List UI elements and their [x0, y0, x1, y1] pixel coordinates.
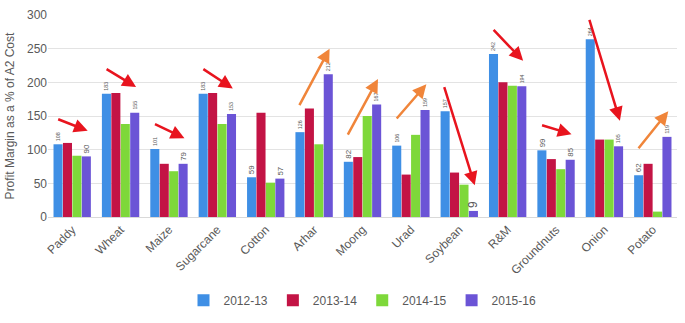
svg-text:250: 250 [27, 42, 47, 56]
svg-text:90: 90 [82, 144, 91, 153]
svg-text:106: 106 [394, 134, 400, 143]
svg-text:194: 194 [519, 74, 525, 83]
svg-text:Potato: Potato [625, 223, 660, 258]
svg-text:57: 57 [276, 166, 285, 175]
svg-text:Paddy: Paddy [45, 223, 79, 257]
svg-text:85: 85 [566, 147, 575, 156]
svg-text:126: 126 [297, 120, 303, 129]
svg-text:50: 50 [34, 177, 48, 191]
svg-text:Moong: Moong [333, 223, 369, 259]
svg-text:Sugarcane: Sugarcane [173, 223, 224, 274]
svg-text:300: 300 [27, 8, 47, 22]
svg-text:212: 212 [325, 62, 331, 71]
svg-text:183: 183 [103, 82, 109, 91]
svg-text:79: 79 [179, 151, 188, 160]
svg-text:59: 59 [247, 165, 256, 174]
svg-text:Maize: Maize [143, 223, 176, 256]
svg-text:82: 82 [344, 149, 353, 158]
svg-text:105: 105 [615, 134, 621, 143]
svg-text:167: 167 [373, 93, 379, 102]
svg-text:150: 150 [27, 109, 47, 123]
svg-text:Arhar: Arhar [290, 223, 321, 254]
svg-text:Onion: Onion [578, 223, 611, 256]
svg-text:Groundnuts: Groundnuts [508, 223, 562, 277]
svg-text:101: 101 [152, 137, 158, 146]
svg-text:155: 155 [132, 101, 138, 110]
svg-text:Wheat: Wheat [93, 222, 128, 257]
svg-text:Soybean: Soybean [422, 223, 465, 266]
svg-text:2013-14: 2013-14 [313, 294, 357, 308]
svg-text:153: 153 [228, 102, 234, 111]
svg-text:62: 62 [634, 163, 643, 172]
svg-text:R&M: R&M [485, 223, 514, 252]
svg-text:264: 264 [587, 27, 593, 36]
svg-text:242: 242 [490, 42, 496, 51]
svg-text:99: 99 [538, 138, 547, 147]
svg-text:200: 200 [27, 76, 47, 90]
svg-text:0: 0 [40, 210, 47, 224]
svg-text:119: 119 [664, 125, 670, 134]
svg-text:2012-13: 2012-13 [224, 294, 268, 308]
svg-text:Profit Margin as a % of A2 Cos: Profit Margin as a % of A2 Cost [3, 32, 17, 199]
svg-text:9: 9 [466, 201, 480, 208]
svg-text:183: 183 [200, 82, 206, 91]
svg-text:2015-16: 2015-16 [492, 294, 536, 308]
svg-text:159: 159 [422, 98, 428, 107]
svg-text:157: 157 [442, 99, 448, 108]
svg-text:Urad: Urad [389, 223, 417, 251]
svg-text:2014-15: 2014-15 [402, 294, 446, 308]
svg-text:108: 108 [55, 132, 61, 141]
svg-text:100: 100 [27, 143, 47, 157]
svg-text:Cotton: Cotton [237, 223, 272, 258]
